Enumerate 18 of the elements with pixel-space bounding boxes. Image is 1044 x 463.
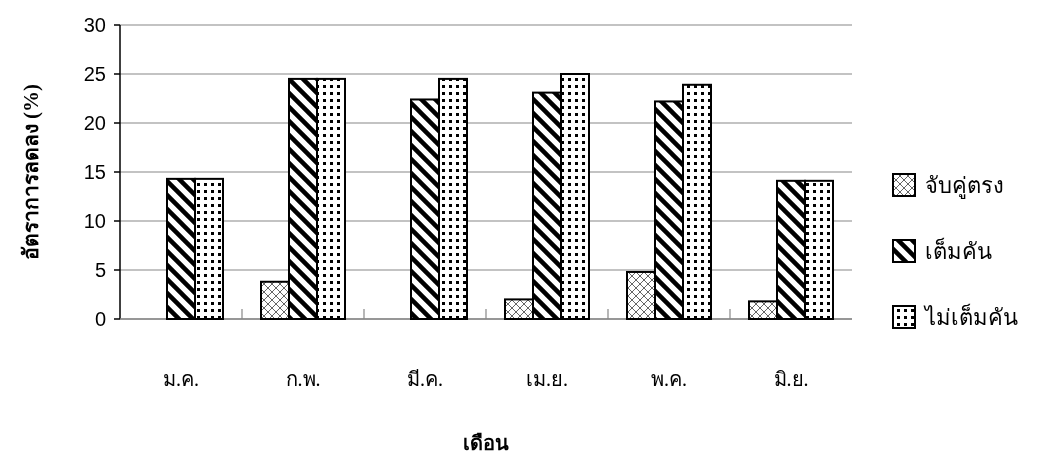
x-tick-label: พ.ค.: [651, 368, 687, 390]
legend-label: เต็มคัน: [925, 237, 992, 264]
x-tick-label: มิ.ย.: [773, 368, 809, 390]
legend-label: ไม่เต็มคัน: [923, 303, 1018, 330]
y-tick-label: 30: [83, 14, 106, 36]
x-axis-title: เดือน: [463, 432, 509, 454]
x-tick-label: ม.ค.: [163, 368, 199, 390]
y-tick-label: 15: [83, 161, 106, 183]
y-tick-label: 20: [83, 112, 106, 134]
y-tick-label: 25: [83, 63, 106, 85]
y-tick-label: 5: [94, 259, 106, 281]
y-tick-label: 10: [83, 210, 106, 232]
x-tick-label: มี.ค.: [407, 368, 443, 390]
y-tick-label: 0: [94, 308, 106, 330]
x-tick-label: ก.พ.: [285, 368, 321, 390]
x-tick-label: เม.ย.: [526, 368, 568, 390]
y-axis-title: อัตราการลดลง (%): [19, 83, 43, 261]
legend-label: จับคู่ตรง: [925, 173, 1004, 199]
